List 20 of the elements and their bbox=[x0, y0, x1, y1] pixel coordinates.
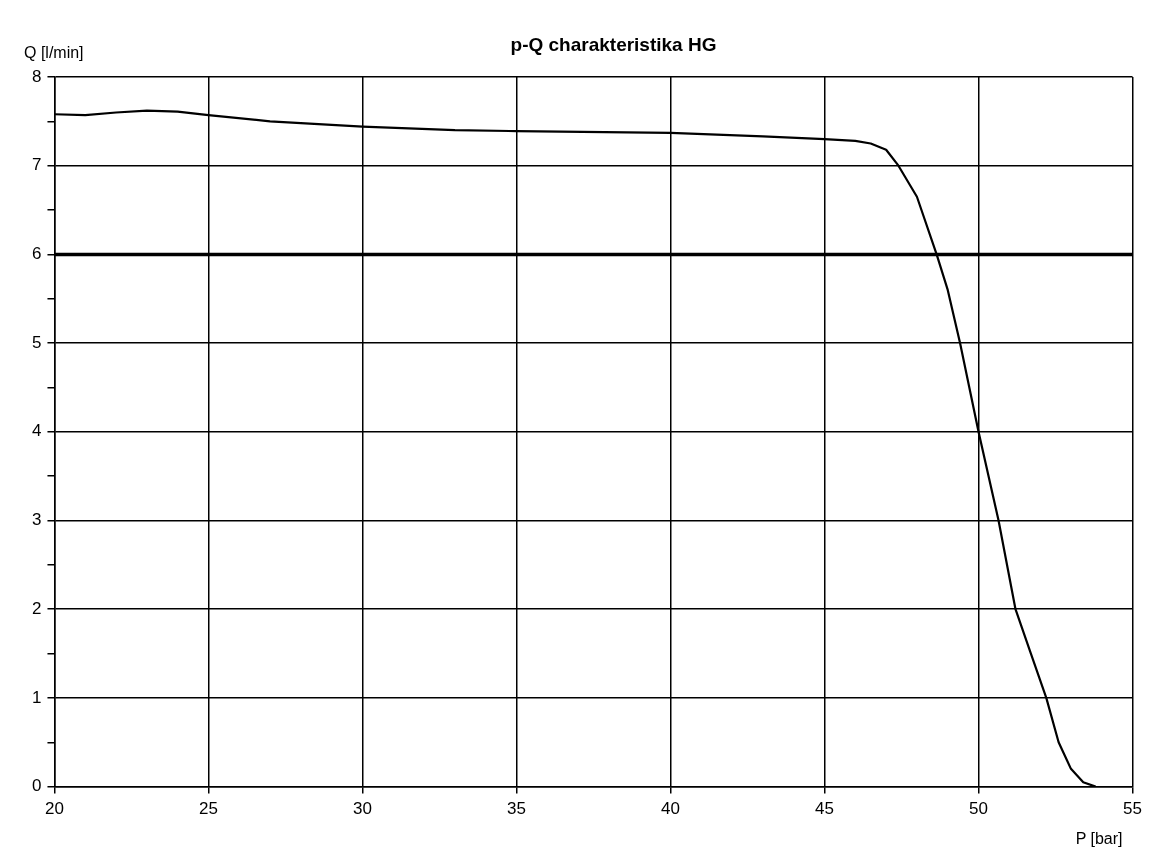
y-axis-title: Q [l/min] bbox=[24, 44, 84, 61]
y-tick-label: 3 bbox=[31, 510, 42, 530]
x-tick-label: 35 bbox=[507, 799, 526, 819]
chart-title: p-Q charakteristika HG bbox=[510, 34, 717, 55]
y-tick-label: 1 bbox=[31, 687, 42, 707]
x-tick-label: 50 bbox=[969, 799, 988, 819]
x-tick-label: 40 bbox=[661, 799, 680, 819]
y-tick-label: 6 bbox=[31, 244, 42, 264]
x-tick-label: 30 bbox=[353, 799, 372, 819]
x-tick-label: 55 bbox=[1123, 799, 1143, 819]
y-tick-label: 2 bbox=[31, 598, 42, 618]
y-tick-label: 4 bbox=[31, 421, 42, 441]
x-axis-title: P [bar] bbox=[1075, 830, 1123, 847]
y-tick-label: 5 bbox=[31, 332, 42, 352]
x-tick-label: 45 bbox=[815, 799, 834, 819]
x-tick-label: 25 bbox=[199, 799, 218, 819]
y-tick-label: 0 bbox=[31, 776, 42, 796]
y-tick-label: 8 bbox=[31, 66, 42, 86]
x-tick-label: 20 bbox=[44, 799, 64, 819]
y-tick-label: 7 bbox=[31, 155, 42, 175]
